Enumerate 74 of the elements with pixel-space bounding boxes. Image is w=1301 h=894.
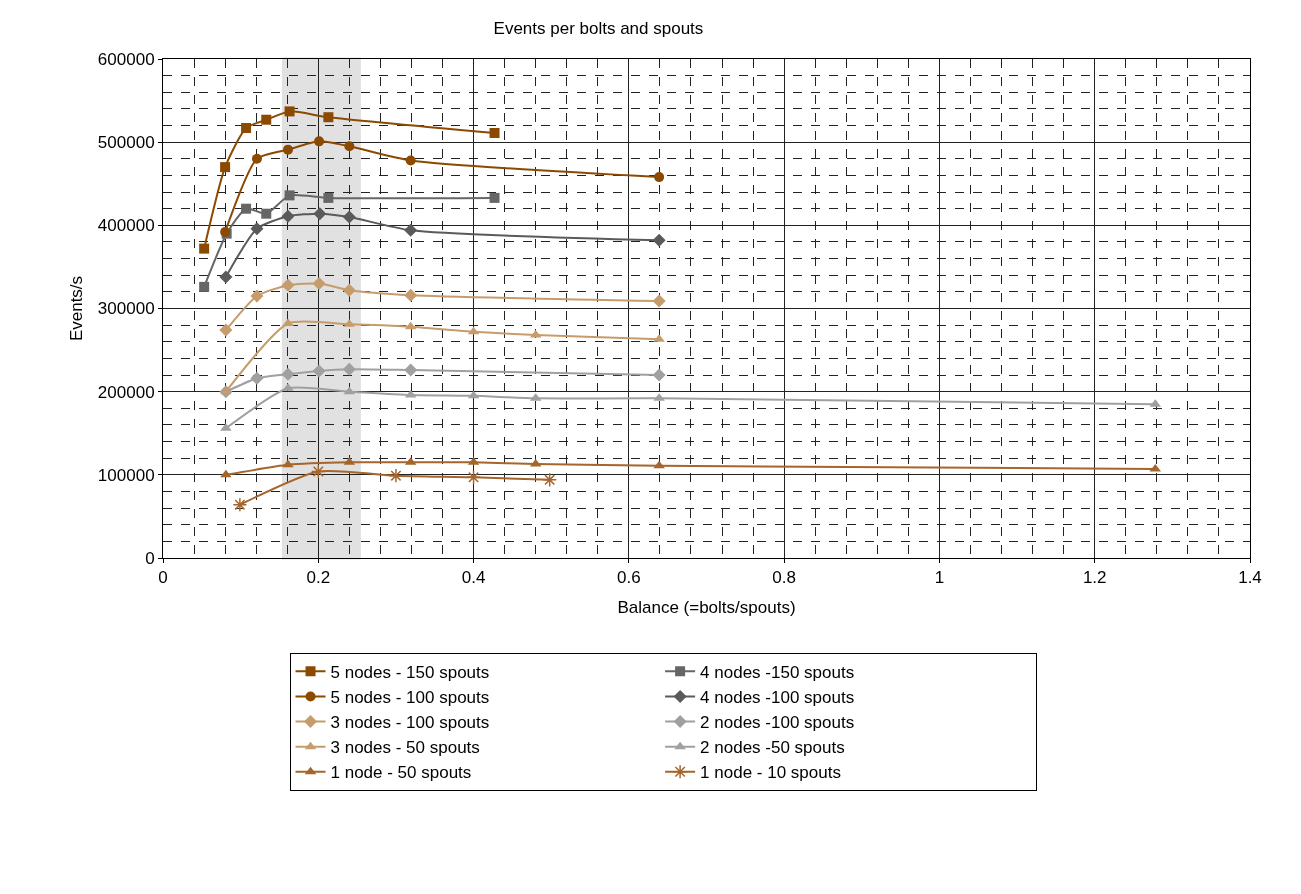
point [281, 367, 295, 381]
point [312, 364, 326, 378]
point [342, 283, 356, 297]
legend-label: 1 node - 10 spouts [700, 763, 841, 783]
point [323, 112, 334, 123]
y-tick-label: 200000 [97, 382, 155, 402]
point [282, 459, 294, 468]
point [219, 323, 233, 337]
legend-label: 1 node - 50 spouts [330, 763, 472, 783]
point [344, 141, 355, 152]
point [199, 243, 210, 254]
point [405, 155, 416, 166]
point [314, 136, 325, 147]
legend-label: 3 nodes - 50 spouts [330, 738, 480, 758]
point [250, 371, 264, 385]
legend-label: 5 nodes - 150 spouts [330, 662, 490, 682]
point [261, 208, 272, 219]
point [241, 203, 252, 214]
point [654, 172, 665, 183]
point [489, 128, 500, 139]
point [284, 106, 295, 117]
point [653, 460, 665, 469]
legend-label: 2 nodes -50 spouts [700, 738, 845, 758]
legend-label: 2 nodes -100 spouts [700, 713, 855, 733]
point [323, 192, 334, 203]
y-tick-label: 500000 [97, 133, 155, 153]
point [250, 222, 264, 236]
point [219, 270, 233, 284]
y-tick-label: 600000 [97, 49, 155, 69]
y-tick-label: 0 [145, 548, 155, 568]
point [313, 207, 327, 221]
point [232, 497, 248, 513]
point [404, 288, 418, 302]
point [220, 386, 232, 395]
x-axis-title: Balance (=bolts/spouts) [617, 597, 796, 617]
point [281, 209, 295, 223]
point [281, 278, 295, 292]
x-tick-label: 1.4 [1238, 568, 1262, 588]
point [220, 162, 231, 173]
point [404, 363, 418, 377]
point [489, 192, 500, 203]
legend-label: 5 nodes - 100 spouts [330, 688, 490, 708]
point [404, 223, 418, 237]
x-tick-label: 1 [934, 568, 945, 588]
y-tick-label: 300000 [97, 299, 155, 319]
point [283, 144, 294, 155]
chart-title: Events per bolts and spouts [493, 19, 704, 39]
legend-label: 4 nodes -100 spouts [700, 688, 855, 708]
x-tick-label: 0.4 [461, 568, 486, 588]
point [250, 289, 264, 303]
point [342, 362, 356, 376]
y-axis-title: Events/s [67, 275, 87, 342]
point [241, 123, 252, 134]
point [261, 114, 272, 125]
point [199, 281, 210, 292]
point [542, 472, 558, 488]
point [342, 210, 356, 224]
y-tick-label: 100000 [97, 465, 155, 485]
x-tick-label: 0.6 [617, 568, 641, 588]
legend-label: 4 nodes -150 spouts [700, 662, 855, 682]
x-tick-label: 0.8 [772, 568, 796, 588]
point [466, 469, 481, 485]
x-tick-label: 0.2 [306, 568, 331, 588]
point [284, 190, 295, 201]
x-tick-label: 0 [158, 568, 168, 588]
point [652, 294, 666, 308]
point [312, 277, 326, 291]
point [251, 153, 262, 164]
y-tick-label: 400000 [97, 216, 155, 236]
legend-label: 3 nodes - 100 spouts [330, 713, 490, 733]
point [652, 368, 666, 382]
point [652, 233, 666, 247]
point [310, 464, 326, 479]
x-tick-label: 1.2 [1082, 568, 1107, 588]
